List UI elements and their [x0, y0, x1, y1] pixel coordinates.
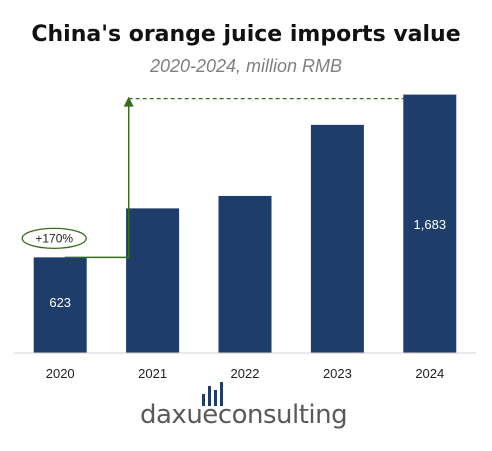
x-tick-label-2022: 2022 — [231, 366, 260, 381]
bar-2021 — [126, 208, 180, 353]
growth-badge — [21, 227, 87, 250]
logo-word-daxue: daxue — [140, 400, 218, 430]
bar-2022 — [218, 195, 272, 353]
daxue-consulting-logo: daxueconsulting — [140, 382, 350, 438]
chart-subtitle: 2020-2024, million RMB — [149, 56, 343, 76]
data-label-2020: 623 — [49, 295, 71, 310]
x-tick-label-2024: 2024 — [415, 366, 444, 381]
logo-word-consulting: consulting — [217, 400, 348, 430]
x-tick-labels: 2020 2021 2022 2023 2024 — [46, 366, 445, 381]
growth-arrow-line — [64, 102, 130, 259]
bar-2020 — [33, 257, 87, 353]
bars-group — [33, 94, 457, 354]
growth-badge-label: +170% — [35, 231, 73, 245]
growth-annotation: +170% — [21, 96, 404, 259]
bar-2023 — [310, 124, 364, 354]
logo-bars-icon — [202, 382, 223, 406]
x-tick-label-2020: 2020 — [46, 366, 75, 381]
chart-title: China's orange juice imports value — [31, 22, 461, 47]
x-tick-label-2021: 2021 — [138, 366, 167, 381]
x-tick-label-2023: 2023 — [323, 366, 352, 381]
bar-2024 — [403, 94, 457, 354]
growth-arrow-head — [123, 96, 134, 107]
data-labels: 623 1,683 — [49, 217, 446, 310]
data-label-2024: 1,683 — [414, 217, 447, 232]
logo-wordmark: daxueconsulting — [140, 400, 348, 430]
